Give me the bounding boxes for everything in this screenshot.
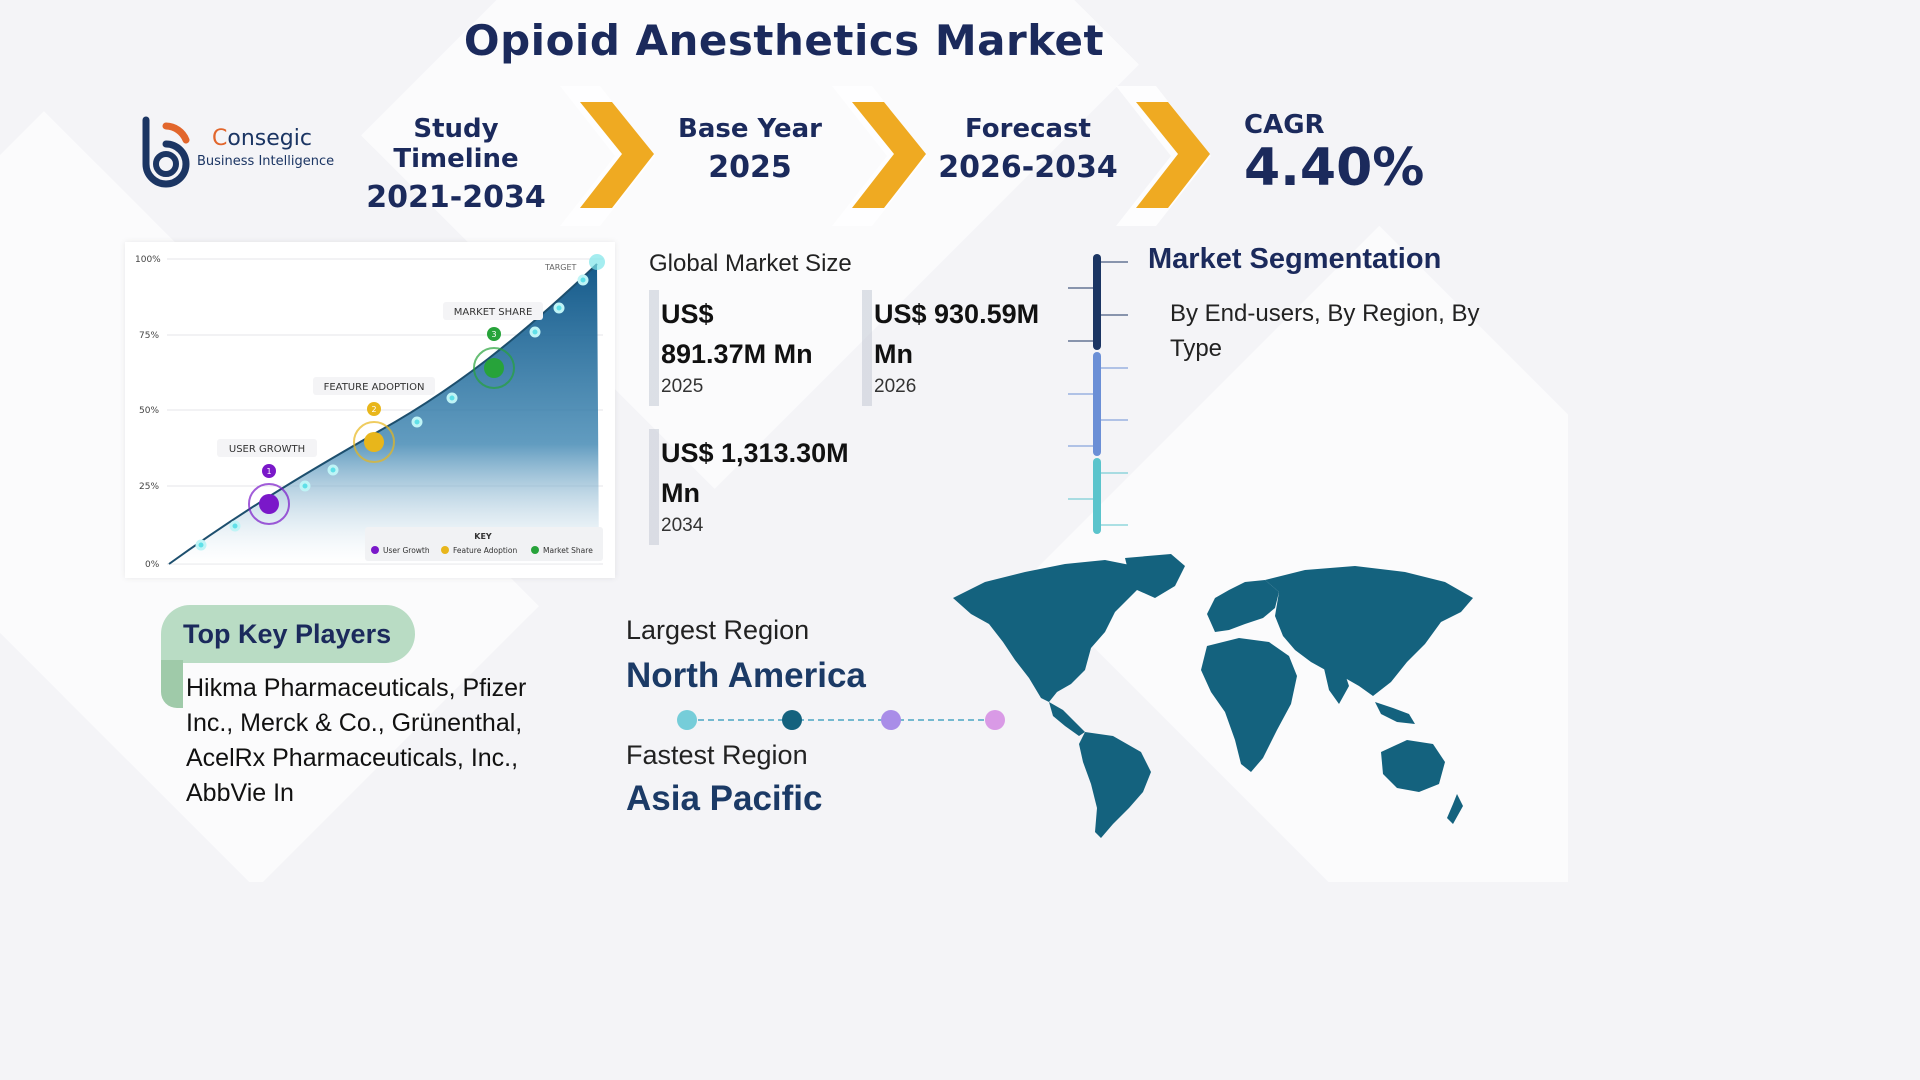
africa-shape — [1201, 638, 1297, 772]
chevron-right-icon — [832, 86, 927, 226]
target-label: TARGET — [544, 263, 577, 272]
cagr: CAGR 4.40% — [1244, 110, 1424, 198]
base-year-label: Base Year — [678, 114, 822, 144]
target-icon — [589, 254, 605, 270]
base-year: Base Year 2025 — [660, 114, 840, 185]
logo-name: Consegic — [212, 126, 312, 151]
logo-mark-icon — [142, 116, 190, 188]
chevron-right-icon — [1116, 86, 1211, 226]
study-timeline-value: 2021-2034 — [366, 180, 546, 215]
market-size-value: US$ 891.37M Mn — [661, 299, 813, 369]
milestone-feature-adoption: 2 FEATURE ADOPTION — [313, 377, 435, 463]
segmentation-title: Market Segmentation — [1148, 243, 1442, 275]
cagr-value: 4.40% — [1244, 138, 1425, 198]
y-tick-label: 25% — [139, 482, 159, 492]
market-size-card-2025: US$ 891.37M Mn 2025 — [649, 290, 825, 406]
page-title: Opioid Anesthetics Market — [463, 16, 1105, 65]
segmentation-text: By End-users, By Region, By Type — [1170, 300, 1480, 362]
illustration-key: KEY User Growth Feature Adoption Market … — [365, 527, 603, 561]
y-tick-label: 100% — [135, 255, 161, 265]
fastest-region-value: Asia Pacific — [626, 779, 823, 818]
growth-curve — [168, 263, 598, 565]
market-size-card-2034: US$ 1,313.30M Mn 2034 — [649, 429, 849, 545]
cagr-label: CAGR — [1244, 110, 1325, 140]
svg-text:KEY: KEY — [474, 532, 492, 541]
southeast-asia-shape — [1375, 702, 1415, 724]
milestone-label: FEATURE ADOPTION — [324, 382, 425, 393]
region-dots-divider — [677, 710, 1005, 730]
india-shape — [1323, 664, 1349, 704]
key-players-text: Hikma Pharmaceuticals, Pfizer Inc., Merc… — [186, 674, 527, 807]
largest-region-value: North America — [626, 656, 866, 695]
svg-text:User Growth: User Growth — [383, 546, 430, 555]
asia-shape — [1265, 566, 1473, 696]
y-tick-label: 75% — [139, 331, 159, 341]
market-size-title: Global Market Size — [649, 250, 852, 277]
fastest-region-label: Fastest Region — [626, 740, 808, 770]
world-map — [953, 554, 1473, 838]
consegic-logo: Consegic Business Intelligence — [132, 116, 342, 188]
svg-text:3: 3 — [491, 330, 496, 339]
forecast: Forecast 2026-2034 — [930, 114, 1126, 185]
market-size-value: US$ 930.59M Mn — [874, 299, 1040, 369]
study-timeline-label: Study Timeline — [393, 114, 519, 174]
key-players-title: Top Key Players — [161, 605, 415, 663]
europe-shape — [1207, 580, 1279, 632]
largest-region-label: Largest Region — [626, 615, 810, 645]
svg-text:Market Share: Market Share — [543, 546, 593, 555]
south-america-shape — [1079, 732, 1151, 838]
y-tick-label: 50% — [139, 406, 159, 416]
market-size-value: US$ 1,313.30M Mn — [661, 438, 849, 508]
y-tick-label: 0% — [145, 560, 160, 570]
segment-divider — [1068, 254, 1128, 534]
new-zealand-shape — [1447, 794, 1463, 824]
forecast-value: 2026-2034 — [938, 150, 1118, 185]
market-size-year: 2026 — [874, 376, 917, 397]
growth-illustration-svg: 100% 75% 50% 25% 0% TARGET 1 USER GROWTH — [135, 254, 605, 570]
key-players-tab-accent — [161, 660, 183, 708]
growth-area — [169, 264, 599, 564]
forecast-label: Forecast — [965, 114, 1091, 144]
growth-illustration: 100% 75% 50% 25% 0% TARGET 1 USER GROWTH — [125, 242, 615, 578]
study-timeline: Study Timeline 2021-2034 — [356, 114, 556, 215]
logo-subtitle: Business Intelligence — [197, 154, 335, 169]
north-america-shape — [953, 560, 1145, 702]
svg-text:Feature Adoption: Feature Adoption — [453, 546, 517, 555]
svg-text:1: 1 — [266, 467, 271, 476]
central-america-shape — [1049, 702, 1085, 736]
milestone-label: MARKET SHARE — [454, 307, 533, 318]
milestone-market-share: 3 MARKET SHARE — [443, 302, 543, 389]
australia-shape — [1381, 740, 1445, 792]
svg-text:2: 2 — [371, 405, 376, 414]
chevron-right-icon — [560, 86, 655, 226]
market-size-card-2026: US$ 930.59M Mn 2026 — [862, 290, 1052, 406]
milestone-label: USER GROWTH — [229, 444, 305, 455]
milestone-user-growth: 1 USER GROWTH — [217, 439, 317, 525]
market-size-year: 2034 — [661, 515, 704, 536]
base-year-value: 2025 — [708, 150, 792, 185]
greenland-shape — [1125, 554, 1185, 598]
market-size-year: 2025 — [661, 376, 704, 397]
